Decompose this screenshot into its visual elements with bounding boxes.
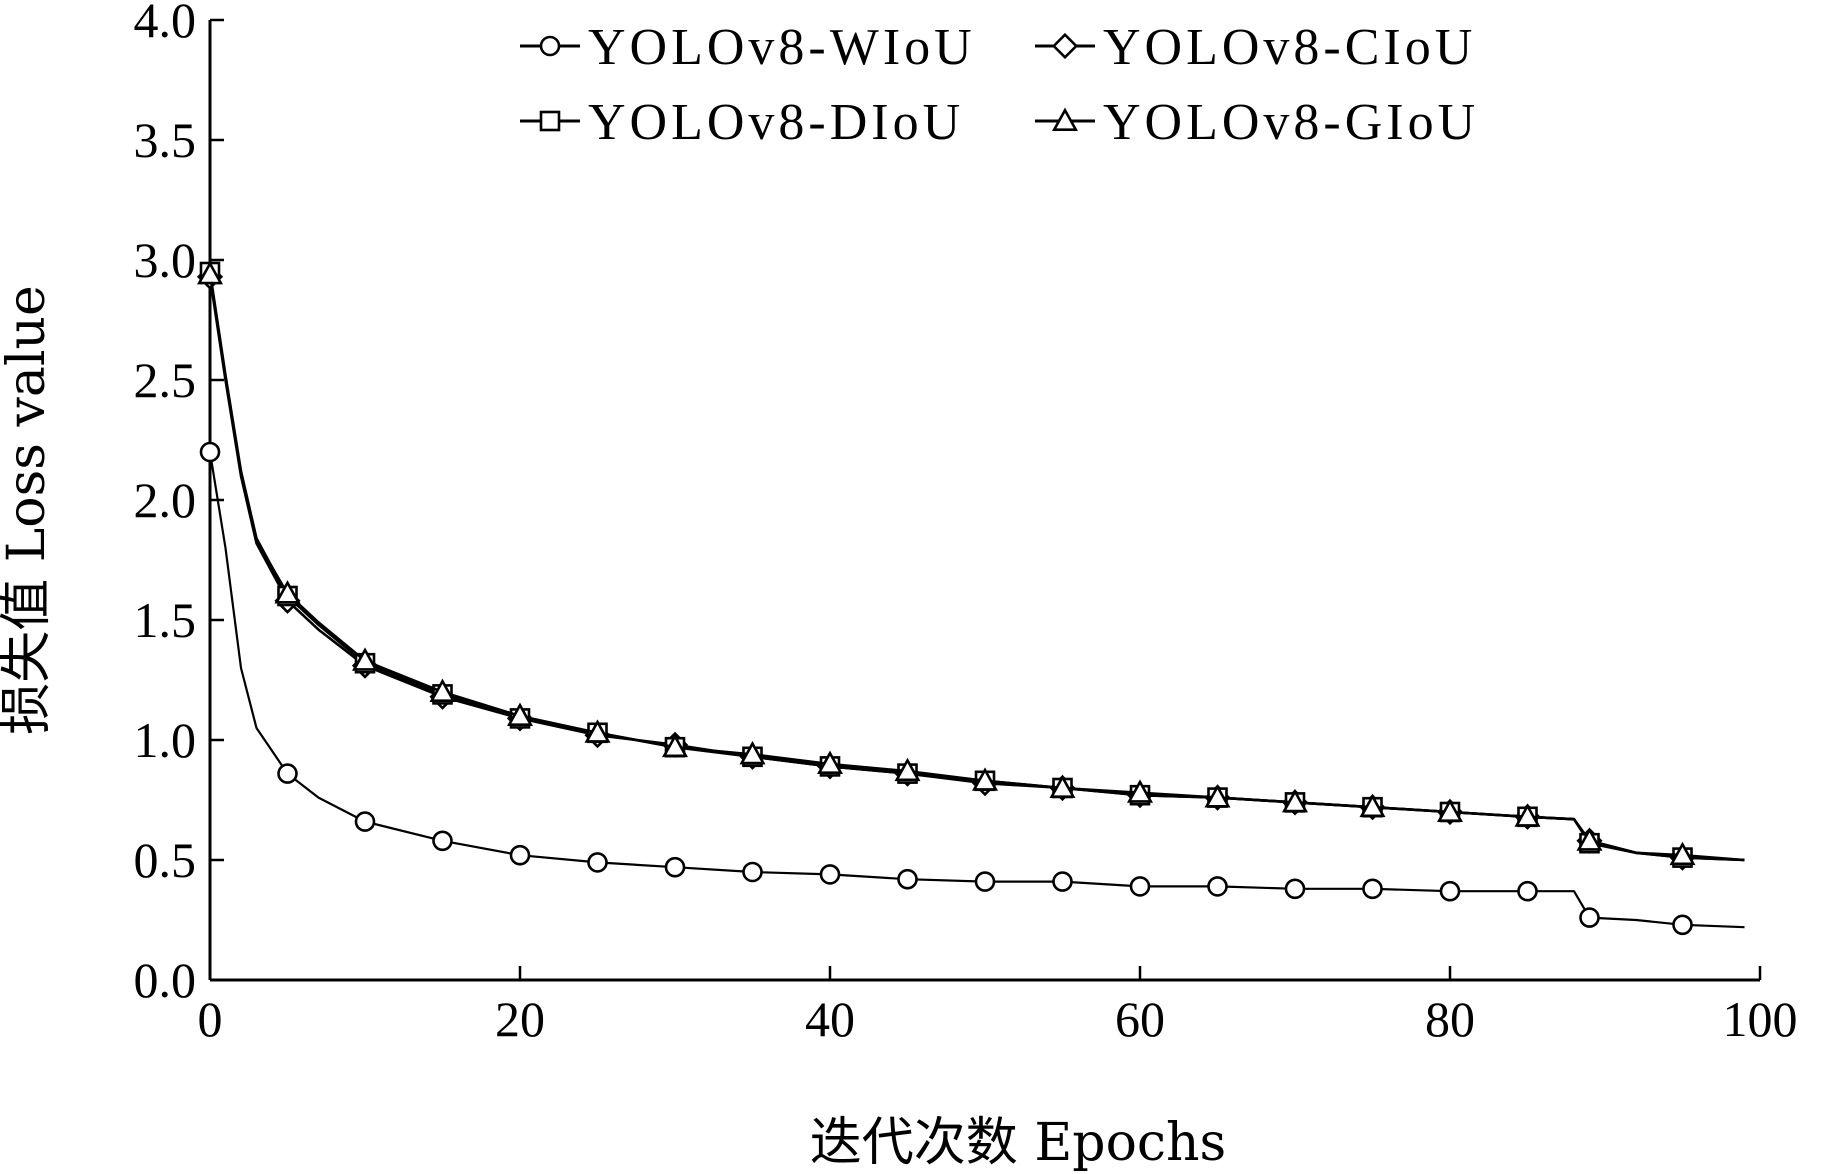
triangle-marker	[196, 260, 224, 285]
circle-marker	[1672, 914, 1693, 936]
triangle-marker	[1204, 784, 1231, 808]
circle-marker	[974, 871, 996, 892]
y-tick-label: 4.0	[134, 0, 197, 48]
circle-marker	[1207, 876, 1228, 897]
y-tick-label: 0.5	[134, 832, 197, 888]
x-tick-label: 60	[1115, 991, 1165, 1047]
legend-label: YOLOv8-GIoU	[1103, 94, 1479, 151]
circle-marker	[1439, 880, 1461, 902]
x-tick-label: 20	[495, 991, 545, 1047]
axes: 0 20 40 60 80 100 0.0 0.5 1.0 1.5 2.0 2.5 3.0 3.5 4.0	[134, 0, 1798, 1047]
triangle-marker	[1126, 779, 1154, 803]
circle-marker	[742, 861, 763, 883]
triangle-marker	[1576, 827, 1603, 851]
legend-square-marker	[539, 110, 561, 132]
triangle-marker	[1669, 841, 1696, 866]
triangle-marker	[1514, 803, 1541, 827]
legend: YOLOv8-WIoU YOLOv8-CIoU YOLOv8-DIoU YOLOv8-…	[520, 19, 1479, 151]
y-tick-label: 3.0	[134, 232, 197, 288]
triangle-marker	[1049, 774, 1076, 798]
triangle-marker	[661, 733, 689, 758]
triangle-marker	[1359, 793, 1386, 818]
y-tick-label: 0.0	[134, 952, 197, 1008]
circle-marker	[819, 864, 841, 885]
legend-diamond-marker	[1051, 32, 1079, 60]
triangle-marker	[274, 580, 301, 604]
series-yolov8-giou	[196, 260, 1745, 866]
circle-marker	[1129, 876, 1151, 897]
x-axis-title: 迭代次数 Epochs	[810, 1113, 1226, 1173]
series-yolov8-diou	[199, 261, 1745, 868]
circle-marker	[277, 763, 298, 784]
triangle-marker	[429, 678, 456, 702]
triangle-marker	[351, 647, 379, 671]
circle-marker	[354, 811, 376, 832]
legend-triangle-marker	[1051, 107, 1079, 131]
triangle-marker	[1281, 788, 1309, 813]
circle-marker	[1579, 907, 1600, 928]
circle-marker	[1052, 871, 1073, 892]
legend-entry: YOLOv8-DIoU	[520, 94, 964, 151]
triangle-marker	[506, 702, 534, 726]
x-tick-label: 100	[1723, 991, 1798, 1047]
y-tick-label: 2.5	[134, 352, 197, 408]
x-tick-label: 0	[198, 991, 223, 1047]
legend-label: YOLOv8-DIoU	[588, 94, 964, 151]
triangle-marker	[894, 757, 921, 782]
legend-entry: YOLOv8-CIoU	[1035, 19, 1476, 76]
triangle-marker	[739, 740, 766, 765]
triangle-marker	[971, 767, 999, 791]
circle-marker	[1517, 880, 1538, 902]
circle-marker	[1284, 878, 1306, 900]
legend-label: YOLOv8-WIoU	[588, 19, 976, 76]
y-tick-label: 1.0	[134, 712, 197, 768]
x-tick-label: 80	[1425, 991, 1475, 1047]
y-tick-label: 1.5	[134, 592, 197, 648]
triangle-marker	[1436, 798, 1464, 822]
circle-marker	[897, 868, 918, 890]
circle-marker	[199, 441, 221, 463]
legend-circle-marker	[539, 35, 561, 57]
circle-marker	[432, 830, 453, 852]
legend-label: YOLOv8-CIoU	[1103, 19, 1476, 76]
circle-marker	[587, 852, 608, 873]
circle-marker	[1362, 878, 1383, 900]
y-axis-title: 损失值 Loss value	[0, 285, 57, 735]
series-lines	[196, 260, 1745, 936]
y-tick-label: 3.5	[134, 112, 197, 168]
triangle-marker	[816, 750, 844, 774]
x-tick-label: 40	[805, 991, 855, 1047]
circle-marker	[509, 844, 531, 866]
triangle-marker	[584, 719, 611, 743]
series-yolov8-wiou	[199, 441, 1745, 936]
legend-entry: YOLOv8-GIoU	[1035, 94, 1479, 151]
y-tick-label: 2.0	[134, 472, 197, 528]
circle-marker	[664, 856, 686, 878]
legend-entry: YOLOv8-WIoU	[520, 19, 976, 76]
